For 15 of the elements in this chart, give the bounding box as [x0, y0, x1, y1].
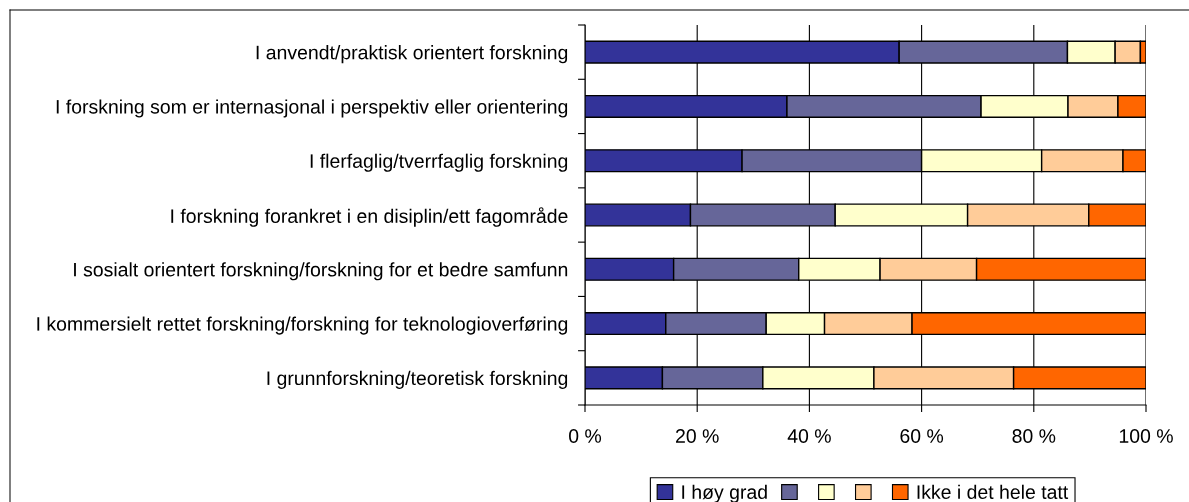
y-tick-label: I anvendt/praktisk orientert forskning	[256, 45, 568, 64]
x-tick-label: 100 %	[1119, 429, 1173, 443]
x-tick-label: 20 %	[676, 429, 719, 443]
x-tick-label: 40 %	[787, 429, 831, 443]
y-tick-label: I forskning forankret i en disiplin/ett fagområde	[171, 207, 568, 227]
y-tick-label: I flerfaglig/tverrfaglig forskning	[310, 153, 568, 172]
y-tick-label: I grunnforskning/teoretisk forskning	[267, 370, 568, 389]
y-tick-label: I kommersielt rettet forskning/forskning for teknologioverføring	[37, 316, 568, 335]
y-tick-label: I forskning som er internasjonal i perspektiv eller orientering	[56, 99, 568, 118]
x-tick-label: 0 %	[569, 429, 602, 443]
x-tick-label: 60 %	[900, 429, 944, 443]
legend-label: I høy grad	[682, 484, 767, 502]
legend-label: Ikke i det hele tatt	[917, 484, 1069, 499]
y-tick-label: I sosialt orientert forskning/forskning for et bedre samfunn	[74, 262, 568, 281]
x-tick-label: 80 %	[1012, 429, 1056, 443]
